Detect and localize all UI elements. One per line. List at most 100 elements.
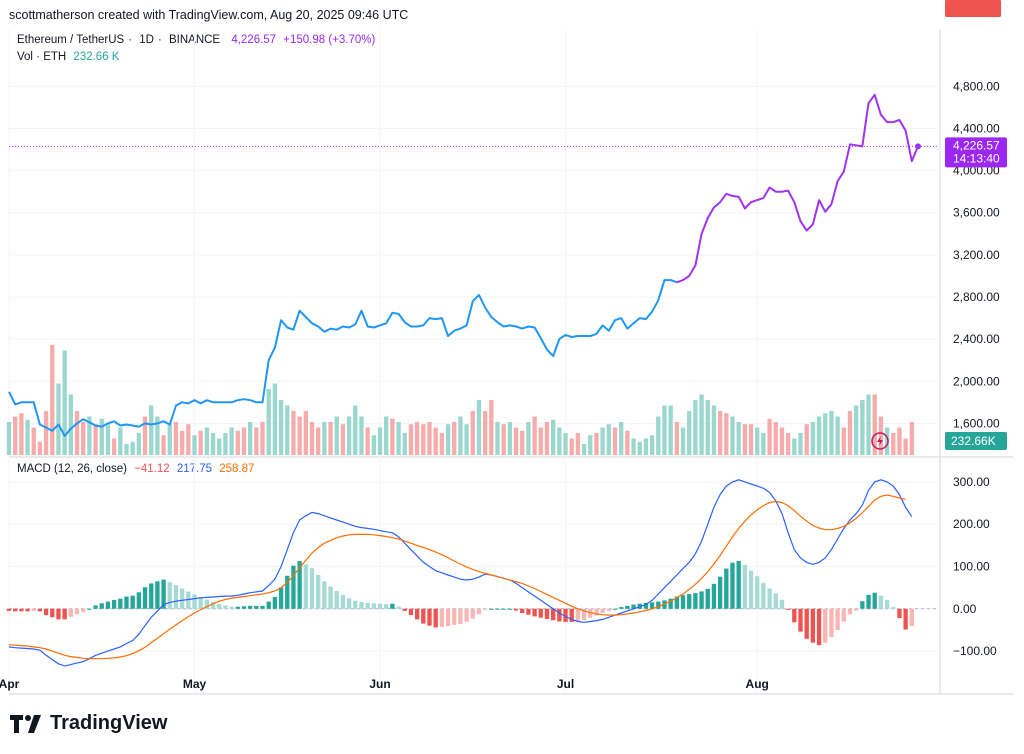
macd-histogram-bar: [878, 595, 884, 609]
macd-histogram-bar: [495, 608, 500, 610]
volume-bar: [544, 422, 550, 455]
attribution-text: scottmatherson created with TradingView.…: [9, 8, 409, 22]
volume-bar: [903, 438, 908, 455]
volume-bar: [878, 416, 884, 455]
volume-bar: [340, 424, 346, 455]
alert-icon-bolt: [877, 436, 883, 446]
macd-histogram-bar: [594, 608, 599, 616]
macd-histogram-bar: [266, 601, 271, 609]
volume-bar: [588, 435, 593, 455]
macd-histogram-bar: [612, 608, 618, 610]
volume-bar: [433, 427, 438, 455]
legend-separator: ·: [128, 34, 133, 46]
volume-bar: [328, 422, 333, 455]
symbol-legend[interactable]: Ethereum / TetherUS · 1D · BINANCE 4,226.5…: [17, 34, 379, 46]
volume-bar: [860, 400, 865, 455]
price-axis-tick: 2,000.00: [953, 374, 1000, 388]
macd-histogram-bar: [235, 606, 240, 609]
macd-histogram-bar: [742, 564, 748, 609]
price-axis-tick: 4,400.00: [953, 121, 1000, 135]
macd-histogram-bar: [755, 576, 760, 609]
volume-bar: [730, 416, 735, 455]
macd-histogram-bar: [853, 608, 859, 611]
volume-bar: [742, 424, 748, 455]
macd-histogram-bar: [588, 608, 593, 618]
macd-histogram-bar: [482, 608, 488, 610]
macd-histogram-bar: [421, 608, 426, 624]
volume-bar: [909, 422, 914, 455]
tradingview-logo[interactable]: TradingView: [10, 712, 167, 735]
macd-histogram-bar: [439, 608, 445, 627]
volume-bar: [798, 433, 803, 455]
price-axis-tick: 2,400.00: [953, 332, 1000, 346]
macd-histogram-bar: [705, 588, 710, 609]
volume-bar: [365, 427, 370, 455]
volume-bar: [192, 435, 197, 455]
volume-legend[interactable]: Vol · ETH 232.66 K: [17, 51, 123, 63]
volume-bar: [557, 427, 562, 455]
volume-bar: [50, 345, 55, 455]
macd-histogram-bar: [884, 599, 890, 609]
macd-histogram-bar: [384, 604, 389, 609]
volume-bar: [229, 427, 234, 455]
macd-histogram-bar: [680, 595, 686, 609]
volume-bar: [594, 433, 599, 455]
volume-bar: [105, 424, 111, 455]
volume-value: 232.66 K: [73, 51, 120, 63]
volume-bar: [513, 427, 519, 455]
macd-histogram-bar: [149, 583, 154, 609]
volume-bar: [124, 444, 129, 455]
macd-histogram-bar: [6, 608, 12, 611]
volume-bar: [693, 400, 698, 455]
macd-histogram-bar: [50, 608, 55, 618]
last-price-badge: [945, 137, 1007, 168]
macd-histogram-bar: [309, 568, 315, 609]
hist-badge: [945, 0, 1001, 17]
volume-bar: [99, 418, 104, 455]
macd-axis-tick: 0.00: [953, 602, 977, 616]
macd-histogram-bar: [458, 608, 463, 625]
volume-bar: [316, 427, 321, 455]
volume-badge: [945, 432, 1007, 450]
volume-bar: [884, 427, 890, 455]
last-price-label: 4,226.57: [953, 138, 1000, 152]
volume-bar: [402, 433, 407, 455]
volume-bar: [353, 405, 358, 455]
macd-histogram-bar: [476, 608, 482, 615]
volume-bar: [748, 424, 754, 455]
macd-histogram-bar: [557, 608, 562, 622]
macd-histogram-bar: [452, 608, 457, 625]
price-axis-tick: 3,600.00: [953, 206, 1000, 220]
macd-histogram-bar: [124, 596, 129, 609]
macd-histogram-bar: [489, 608, 494, 610]
macd-histogram-bar: [402, 608, 407, 611]
volume-bar: [93, 424, 98, 455]
volume-bar: [235, 430, 240, 455]
volume-bar: [19, 413, 24, 455]
volume-bar: [31, 427, 36, 455]
volume-bar: [161, 435, 166, 455]
volume-bar: [13, 416, 18, 455]
countdown-label: 14:13:40: [953, 151, 1000, 165]
macd-histogram-bar: [470, 608, 475, 619]
volume-bar: [254, 427, 259, 455]
volume-bar: [37, 441, 43, 455]
macd-signal-value: 258.87: [219, 463, 255, 475]
volume-bar: [526, 422, 531, 455]
volume-bar: [476, 400, 482, 455]
alert-icon-ring: [871, 432, 889, 450]
macd-histogram-bar: [761, 582, 766, 609]
volume-bar: [223, 433, 228, 455]
macd-histogram-bar: [334, 591, 339, 609]
macd-histogram-bar: [674, 596, 680, 609]
macd-histogram-bar: [823, 608, 828, 643]
macd-histogram-bar: [81, 608, 86, 613]
volume-bar: [421, 424, 426, 455]
macd-histogram-bar: [130, 595, 135, 609]
macd-histogram-bar: [767, 588, 772, 609]
macd-histogram-bar: [606, 608, 611, 611]
volume-bar: [87, 416, 92, 455]
macd-axis-tick: −100.00: [953, 644, 997, 658]
macd-histogram-bar: [316, 574, 321, 609]
